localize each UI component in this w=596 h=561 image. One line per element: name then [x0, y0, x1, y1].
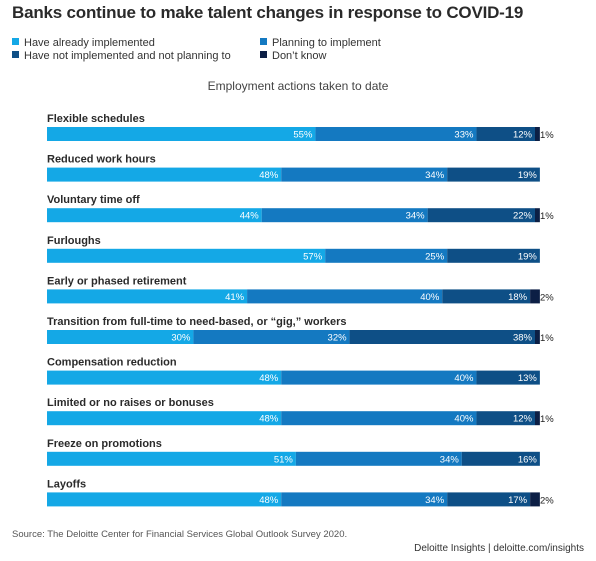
- bar-segment-dont-know: [535, 330, 540, 344]
- data-label: 33%: [454, 130, 474, 141]
- bar-segment-not-planning: [447, 167, 540, 182]
- bar-segment-not-planning: [442, 289, 531, 304]
- category-label: Transition from full-time to need-based,…: [47, 316, 346, 328]
- legend-item-not-planning: Have not implemented and not planning to: [12, 50, 231, 63]
- bar-segment-implemented: [47, 370, 282, 385]
- bar-segment-not-planning: [447, 492, 531, 507]
- legend-item-dont-know: Don’t know: [260, 50, 326, 63]
- bar-segment-implemented: [47, 167, 282, 182]
- bar-segment-planning: [295, 451, 462, 466]
- legend-swatch-planning: [260, 38, 267, 45]
- bar-segment-not-planning: [476, 127, 535, 141]
- bar-segment-implemented: [47, 330, 194, 344]
- category-label: Furloughs: [47, 235, 101, 247]
- category-label: Freeze on promotions: [47, 438, 162, 450]
- data-label: 32%: [328, 333, 348, 344]
- data-label-dont-know: 2%: [540, 495, 554, 506]
- data-label: 48%: [259, 414, 279, 425]
- data-label: 48%: [259, 373, 279, 384]
- data-label: 19%: [518, 170, 538, 181]
- data-label: 13%: [518, 373, 538, 384]
- bar-segment-not-planning: [427, 208, 535, 223]
- bar-segment-planning: [281, 411, 477, 426]
- data-label: 12%: [513, 414, 533, 425]
- data-label-dont-know: 1%: [540, 130, 554, 141]
- bar-segment-planning: [325, 248, 448, 263]
- bar-segment-planning: [281, 370, 477, 385]
- bar-segment-implemented: [47, 248, 326, 263]
- data-label: 30%: [171, 333, 191, 344]
- category-label: Voluntary time off: [47, 194, 140, 206]
- bar-segment-not-planning: [476, 370, 540, 385]
- legend-label-planning: Planning to implement: [272, 37, 381, 49]
- bar-segment-implemented: [47, 492, 282, 507]
- category-label: Reduced work hours: [47, 154, 156, 166]
- data-label: 18%: [508, 292, 528, 303]
- legend-swatch-implemented: [12, 38, 19, 45]
- chart-title: Banks continue to make talent changes in…: [12, 3, 524, 22]
- bar-segment-planning: [315, 127, 477, 141]
- bar-segment-planning: [261, 208, 428, 223]
- data-label-dont-know: 2%: [540, 292, 554, 303]
- legend-item-implemented: Have already implemented: [12, 37, 155, 50]
- bar-segment-dont-know: [530, 289, 540, 304]
- data-label: 25%: [425, 251, 445, 262]
- legend-swatch-not-planning: [12, 51, 19, 58]
- bar-segment-dont-know: [530, 492, 540, 507]
- bar-segment-implemented: [47, 411, 282, 426]
- data-label: 22%: [513, 211, 533, 222]
- data-label: 38%: [513, 333, 533, 344]
- data-label: 40%: [454, 373, 474, 384]
- footer-credit: Deloitte Insights | deloitte.com/insight…: [414, 543, 584, 554]
- data-label: 57%: [303, 251, 323, 262]
- data-label: 34%: [425, 170, 445, 181]
- bar-segment-not-planning: [447, 248, 540, 263]
- category-label: Early or phased retirement: [47, 275, 187, 287]
- data-label-dont-know: 1%: [540, 211, 554, 222]
- legend-label-implemented: Have already implemented: [24, 37, 155, 49]
- chart-subtitle: Employment actions taken to date: [207, 79, 389, 93]
- bar-segment-implemented: [47, 127, 316, 141]
- category-label: Compensation reduction: [47, 357, 177, 369]
- data-label: 55%: [293, 130, 313, 141]
- data-label: 34%: [425, 495, 445, 506]
- category-label: Layoffs: [47, 478, 86, 490]
- bar-segment-dont-know: [535, 208, 540, 223]
- data-label: 51%: [274, 454, 294, 465]
- bar-segment-implemented: [47, 289, 248, 304]
- bar-segment-planning: [193, 330, 350, 344]
- data-label: 48%: [259, 495, 279, 506]
- bar-segment-planning: [247, 289, 443, 304]
- bar-segment-implemented: [47, 208, 262, 223]
- data-label: 48%: [259, 170, 279, 181]
- data-label: 40%: [420, 292, 440, 303]
- legend-swatch-dont-know: [260, 51, 267, 58]
- data-label: 19%: [518, 251, 538, 262]
- data-label: 40%: [454, 414, 474, 425]
- data-label: 16%: [518, 454, 538, 465]
- legend-item-planning: Planning to implement: [260, 37, 381, 50]
- data-label-dont-know: 1%: [540, 333, 554, 344]
- data-label-dont-know: 1%: [540, 414, 554, 425]
- data-label: 34%: [406, 211, 426, 222]
- data-label: 44%: [240, 211, 260, 222]
- data-label: 12%: [513, 130, 533, 141]
- source-note: Source: The Deloitte Center for Financia…: [12, 529, 348, 540]
- bar-segment-not-planning: [461, 451, 540, 466]
- legend-label-dont-know: Don’t know: [272, 50, 327, 62]
- category-label: Flexible schedules: [47, 113, 145, 125]
- legend-label-not-planning: Have not implemented and not planning to: [24, 50, 231, 62]
- data-label: 17%: [508, 495, 528, 506]
- bar-segment-not-planning: [476, 411, 535, 426]
- category-label: Limited or no raises or bonuses: [47, 397, 214, 409]
- bar-segment-implemented: [47, 451, 296, 466]
- bar-segment-dont-know: [535, 411, 540, 426]
- bar-segment-not-planning: [349, 330, 535, 344]
- bar-segment-planning: [281, 167, 448, 182]
- data-label: 34%: [440, 454, 460, 465]
- data-label: 41%: [225, 292, 245, 303]
- bar-segment-planning: [281, 492, 448, 507]
- bar-segment-dont-know: [535, 127, 540, 141]
